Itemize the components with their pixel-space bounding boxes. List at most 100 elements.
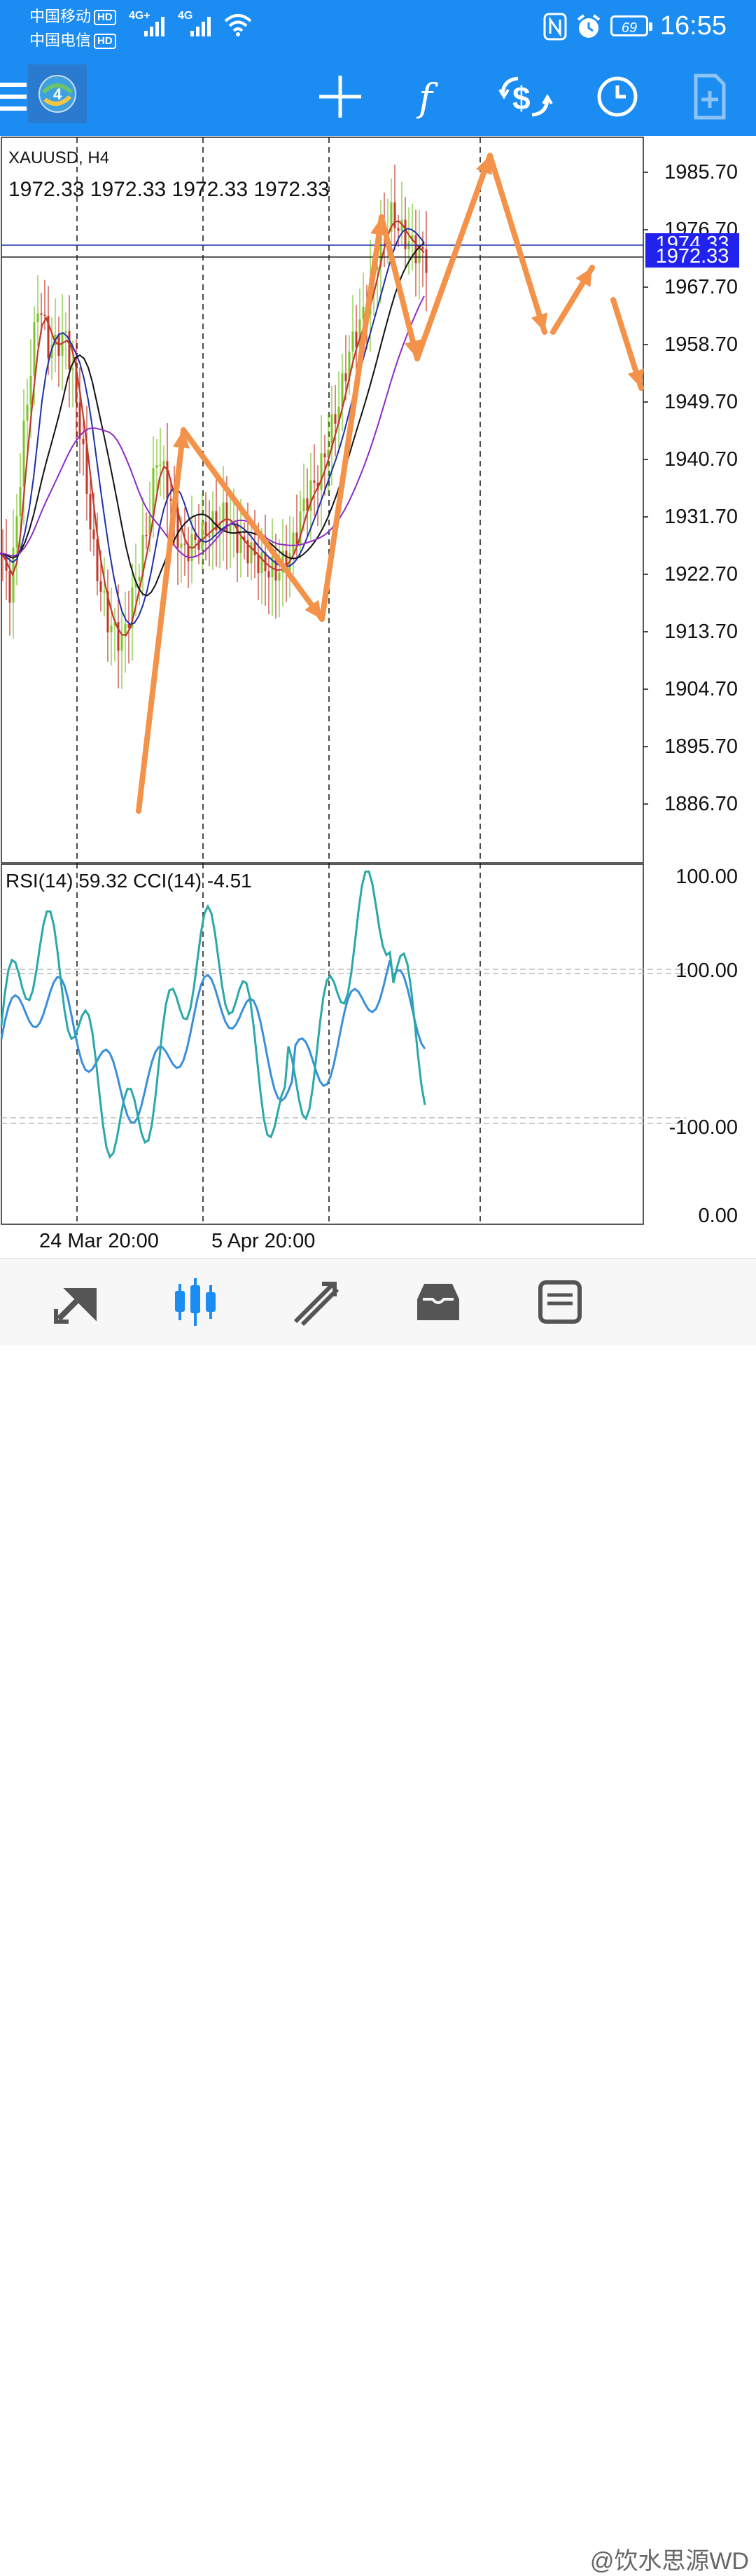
candle-body	[162, 461, 165, 465]
messages-icon[interactable]	[532, 1275, 588, 1329]
bottom-nav: @饮水思源WD	[0, 1258, 756, 2575]
status-bar: 中国移动 HD 中国电信 HD 4G+ 4G 69 16:55	[0, 0, 756, 56]
nfc-icon	[543, 13, 567, 41]
quotes-icon[interactable]	[49, 1275, 105, 1329]
candle-body	[5, 556, 8, 571]
candle-body	[257, 555, 260, 573]
candle-body	[309, 480, 312, 511]
cci-line	[0, 870, 426, 1159]
candlesticks	[1, 165, 428, 689]
indicator-scale-label: 100.00	[676, 960, 738, 982]
candle-body	[204, 521, 207, 536]
price-label: 1967.70	[664, 276, 738, 298]
candle-body	[194, 534, 197, 541]
candle-body	[327, 449, 330, 457]
indicators-icon[interactable]: f	[405, 69, 461, 125]
candle-body	[250, 542, 253, 564]
candle-body	[75, 368, 78, 403]
price-label: 1895.70	[664, 735, 738, 758]
candle-body	[267, 571, 270, 578]
candle-body	[362, 306, 365, 319]
rsi-line	[0, 960, 426, 1124]
candle-body	[145, 534, 148, 536]
chart-icon[interactable]	[168, 1275, 224, 1329]
time-label: 24 Mar 20:00	[39, 1230, 159, 1252]
candle-body	[127, 623, 130, 628]
arrow-head	[476, 155, 492, 175]
candle-body	[215, 511, 218, 531]
objects-icon[interactable]	[682, 69, 738, 125]
candle-body	[103, 591, 106, 593]
candle-body	[176, 508, 179, 548]
candle-body	[92, 529, 95, 539]
trade-icon[interactable]: $	[497, 69, 553, 125]
arrow-head	[172, 430, 190, 449]
candle-body	[351, 331, 354, 352]
candle-body	[253, 542, 256, 555]
candle-body	[68, 331, 71, 370]
forecast-arrow	[379, 214, 420, 361]
candle-body	[411, 235, 414, 242]
indicator-scale-label: 0.00	[698, 1205, 738, 1227]
candle-body	[243, 536, 246, 540]
wifi-icon	[224, 14, 252, 36]
svg-text:4: 4	[53, 85, 62, 103]
candle-body	[323, 453, 326, 457]
candle-body	[110, 625, 113, 632]
candle-body	[29, 375, 32, 405]
candle-body	[390, 202, 393, 232]
candle-body	[43, 314, 46, 317]
price-axis-ticks	[643, 172, 648, 805]
mt4-logo-icon[interactable]: 4	[28, 64, 87, 123]
candle-body	[299, 511, 302, 544]
indicator-scale-label: 100.00	[676, 866, 738, 888]
candle-body	[159, 464, 162, 466]
chart-area[interactable]: XAUUSD, H4 1972.33 1972.33 1972.33 1972.…	[0, 136, 756, 1252]
timeframe-icon[interactable]	[589, 69, 645, 125]
candle-body	[271, 556, 274, 578]
moving-average-line	[0, 220, 425, 637]
indicator-label: RSI(14) 59.32 CCI(14) -4.51	[6, 870, 252, 892]
candle-body	[180, 543, 183, 548]
carrier-2: 中国电信 HD	[29, 28, 116, 50]
candle-body	[61, 332, 64, 356]
candle-body	[295, 532, 298, 544]
crosshair-icon[interactable]	[312, 69, 368, 125]
forecast-arrow	[487, 153, 547, 335]
trade-nav-icon[interactable]	[288, 1275, 344, 1329]
candle-body	[292, 532, 295, 553]
candle-body	[99, 581, 102, 592]
candle-body	[113, 622, 116, 626]
forecast-arrow	[136, 427, 186, 814]
candle-body	[208, 535, 211, 537]
history-icon[interactable]	[410, 1275, 466, 1329]
candle-body	[376, 266, 379, 270]
candle-body	[96, 539, 99, 581]
candle-body	[138, 576, 141, 581]
arrow-head	[575, 268, 592, 287]
candle-body	[12, 547, 15, 603]
bid-price-tag: 1972.33	[645, 246, 739, 268]
clock: 16:55	[659, 11, 727, 41]
candle-body	[229, 525, 232, 532]
signal-icon-2	[190, 17, 211, 36]
candle-body	[379, 224, 382, 267]
candle-body	[274, 556, 277, 581]
candle-body	[33, 322, 36, 376]
menu-icon[interactable]	[0, 69, 43, 125]
chart-canvas[interactable]	[0, 136, 756, 1228]
candle-body	[183, 543, 186, 545]
alarm-icon	[577, 14, 601, 38]
svg-text:$: $	[512, 80, 531, 116]
candle-body	[341, 373, 344, 407]
battery-indicator: 69	[610, 15, 652, 36]
candle-body	[222, 502, 225, 523]
price-label: 1949.70	[664, 391, 738, 413]
candle-body	[197, 540, 200, 550]
candle-body	[155, 464, 158, 468]
price-label: 1985.70	[664, 161, 738, 183]
candle-body	[425, 249, 428, 273]
candle-body	[166, 461, 169, 499]
candle-body	[218, 522, 221, 531]
candle-body	[337, 406, 340, 424]
